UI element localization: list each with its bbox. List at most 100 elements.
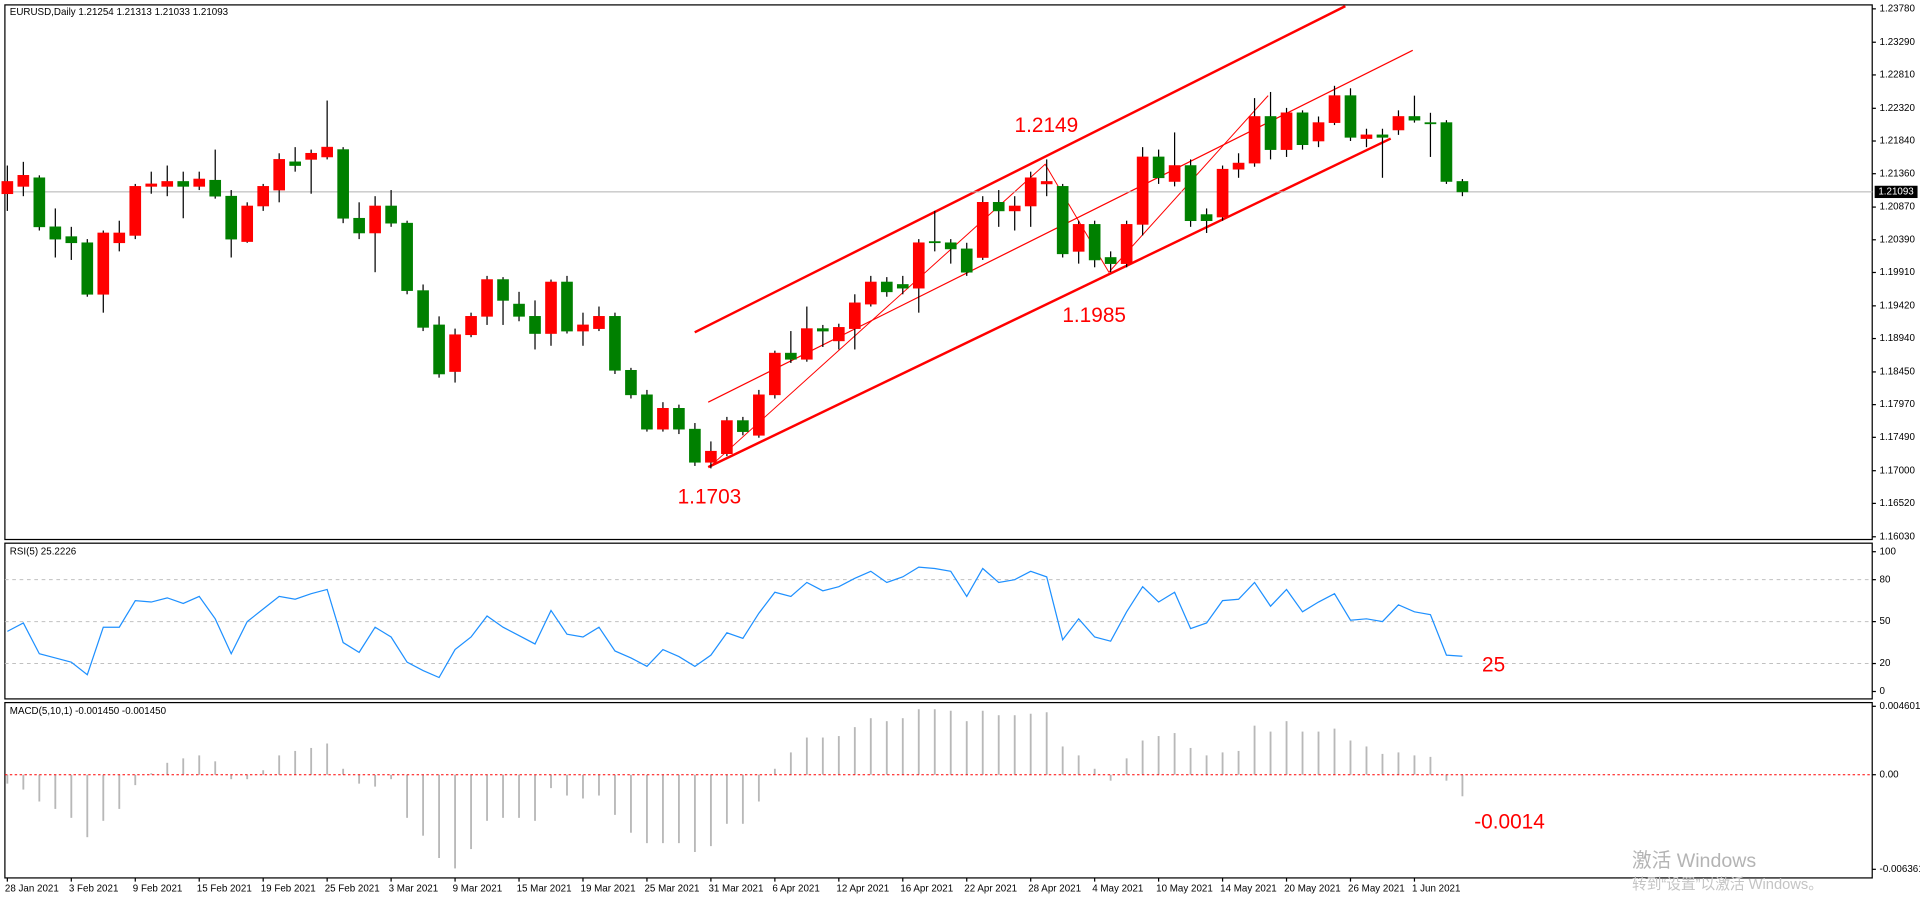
candle-body bbox=[1024, 177, 1037, 207]
y-tick-label: 1.17490 bbox=[1880, 432, 1916, 443]
candle-body bbox=[960, 248, 973, 273]
candle-body bbox=[1280, 112, 1293, 150]
candle-body bbox=[369, 205, 381, 234]
candle-body bbox=[1184, 165, 1197, 222]
y-tick-label: 1.17000 bbox=[1880, 465, 1916, 476]
candle-body bbox=[481, 279, 493, 317]
candle-body bbox=[1296, 112, 1309, 145]
x-tick-label: 20 May 2021 bbox=[1284, 884, 1341, 895]
candle-body bbox=[577, 324, 589, 332]
candle-body bbox=[1440, 122, 1453, 182]
x-tick-label: 9 Feb 2021 bbox=[133, 884, 183, 895]
candle-body bbox=[1328, 95, 1341, 123]
x-tick-label: 28 Jan 2021 bbox=[5, 884, 59, 895]
candle-body bbox=[896, 284, 909, 289]
current-price-label: 1.21093 bbox=[1878, 186, 1914, 197]
candle-body bbox=[833, 327, 845, 342]
candle-body bbox=[257, 186, 270, 207]
y-tick-label: 1.22320 bbox=[1880, 103, 1916, 114]
candle-body bbox=[273, 159, 285, 191]
candle-body bbox=[880, 281, 893, 293]
candle-body bbox=[1120, 224, 1133, 264]
x-tick-label: 12 Apr 2021 bbox=[836, 884, 889, 895]
candle-body bbox=[401, 222, 413, 291]
candle-body bbox=[209, 179, 222, 197]
candle-body bbox=[1040, 181, 1053, 185]
annotation: 1.1703 bbox=[678, 485, 742, 508]
candle-body bbox=[289, 161, 301, 166]
candle-body bbox=[976, 202, 989, 258]
watermark-title: 激活 Windows bbox=[1632, 850, 1756, 872]
current-price-box bbox=[1874, 185, 1918, 199]
y-tick-label: 50 bbox=[1880, 616, 1891, 627]
candle-body bbox=[1376, 134, 1389, 138]
y-tick-label: 1.23290 bbox=[1880, 37, 1916, 48]
x-tick-label: 1 Jun 2021 bbox=[1412, 884, 1460, 895]
annotation: 1.1985 bbox=[1062, 304, 1126, 327]
watermark-subtitle: 转到“设置”以激活 Windows。 bbox=[1632, 876, 1823, 893]
candle-body bbox=[353, 217, 365, 234]
candle-body bbox=[928, 241, 941, 244]
y-tick-label: 1.21840 bbox=[1880, 136, 1916, 147]
y-tick-label: 1.16520 bbox=[1880, 498, 1916, 509]
x-tick-label: 31 Mar 2021 bbox=[708, 884, 763, 895]
y-tick-label: 0.00 bbox=[1880, 769, 1900, 780]
candle-body bbox=[625, 369, 637, 396]
candle-body bbox=[992, 202, 1005, 212]
y-tick-label: -0.006361 bbox=[1880, 864, 1920, 875]
candle-body bbox=[305, 152, 317, 160]
candle-body bbox=[113, 232, 126, 244]
candle-body bbox=[657, 408, 669, 430]
candle-body bbox=[689, 428, 701, 463]
y-tick-label: 0 bbox=[1880, 686, 1886, 697]
x-tick-label: 19 Feb 2021 bbox=[261, 884, 316, 895]
candle-body bbox=[449, 334, 461, 372]
candle-body bbox=[1056, 186, 1069, 255]
candle-body bbox=[545, 281, 557, 334]
candle-body bbox=[769, 352, 781, 396]
candle-body bbox=[225, 195, 238, 240]
candle-body bbox=[1072, 224, 1085, 252]
y-tick-label: 1.20870 bbox=[1880, 202, 1916, 213]
candle-body bbox=[465, 316, 477, 336]
candle-body bbox=[177, 181, 190, 187]
x-tick-label: 28 Apr 2021 bbox=[1028, 884, 1081, 895]
macd-panel bbox=[4, 701, 1873, 879]
annotation: -0.0014 bbox=[1474, 810, 1545, 833]
candle-body bbox=[1168, 165, 1181, 182]
candle-body bbox=[801, 328, 813, 360]
candle-body bbox=[241, 205, 254, 242]
x-tick-label: 4 May 2021 bbox=[1092, 884, 1143, 895]
candle-body bbox=[1424, 122, 1437, 125]
candle-body bbox=[817, 328, 829, 332]
candle-body bbox=[529, 316, 541, 334]
lower-channel bbox=[707, 137, 1392, 469]
x-tick-label: 3 Mar 2021 bbox=[389, 884, 439, 895]
candle-body bbox=[1216, 168, 1229, 218]
x-tick-label: 9 Mar 2021 bbox=[453, 884, 503, 895]
candle-body bbox=[1456, 181, 1469, 193]
candle-body bbox=[1408, 116, 1421, 121]
candle-body bbox=[1344, 95, 1357, 138]
macd-title: MACD(5,10,1) -0.001450 -0.001450 bbox=[10, 706, 167, 717]
candle-body bbox=[785, 352, 797, 360]
candle-body bbox=[609, 316, 621, 371]
x-tick-label: 22 Apr 2021 bbox=[964, 884, 1017, 895]
y-tick-label: 1.20390 bbox=[1880, 234, 1916, 245]
candle-body bbox=[1232, 162, 1245, 170]
candle-body bbox=[1312, 122, 1325, 142]
candle-body bbox=[721, 420, 733, 454]
x-tick-label: 6 Apr 2021 bbox=[772, 884, 819, 895]
chart-title: EURUSD,Daily 1.21254 1.21313 1.21033 1.2… bbox=[10, 7, 229, 18]
x-tick-label: 26 May 2021 bbox=[1348, 884, 1405, 895]
candle-body bbox=[705, 450, 717, 463]
x-tick-label: 25 Mar 2021 bbox=[644, 884, 699, 895]
rsi-line bbox=[7, 566, 1463, 679]
x-tick-label: 25 Feb 2021 bbox=[325, 884, 380, 895]
annotation: 25 bbox=[1482, 653, 1505, 676]
y-tick-label: 1.19910 bbox=[1880, 267, 1916, 278]
candle-body bbox=[1104, 257, 1117, 264]
x-tick-label: 14 May 2021 bbox=[1220, 884, 1277, 895]
candle-body bbox=[1152, 156, 1165, 179]
candle-body bbox=[97, 232, 110, 295]
